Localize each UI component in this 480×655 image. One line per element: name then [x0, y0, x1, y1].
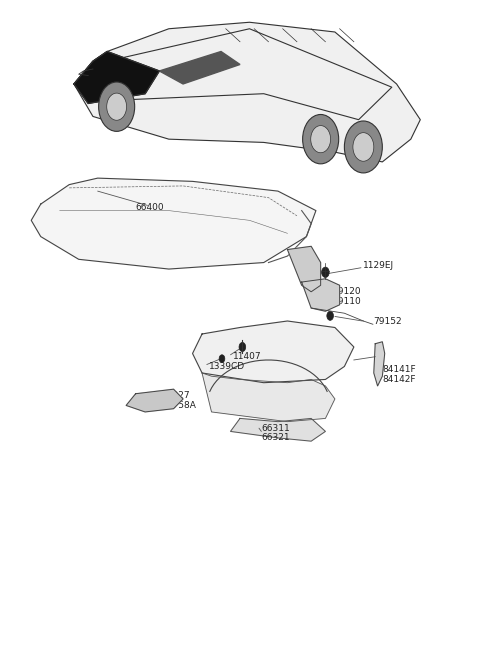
Polygon shape	[159, 52, 240, 84]
Text: 66400: 66400	[136, 203, 164, 212]
Text: 1339CD: 1339CD	[209, 362, 245, 371]
Polygon shape	[126, 389, 183, 412]
Text: 11407: 11407	[233, 352, 262, 361]
Polygon shape	[74, 52, 159, 103]
Circle shape	[107, 93, 127, 121]
Polygon shape	[230, 419, 325, 441]
Polygon shape	[192, 321, 354, 383]
Text: 66758A: 66758A	[162, 401, 197, 410]
Circle shape	[311, 126, 331, 153]
Circle shape	[327, 311, 334, 320]
Polygon shape	[288, 246, 321, 291]
Polygon shape	[301, 279, 340, 311]
Text: 1129EJ: 1129EJ	[363, 261, 395, 271]
Circle shape	[344, 121, 383, 173]
Circle shape	[239, 343, 246, 352]
Text: 84142F: 84142F	[383, 375, 416, 384]
Circle shape	[322, 267, 329, 278]
Text: 66321: 66321	[261, 434, 290, 442]
Text: 66327: 66327	[162, 391, 191, 400]
Polygon shape	[374, 342, 384, 386]
Circle shape	[219, 355, 225, 363]
Polygon shape	[74, 22, 420, 162]
Circle shape	[302, 115, 339, 164]
Circle shape	[98, 82, 135, 132]
Text: 66311: 66311	[261, 424, 290, 433]
Circle shape	[353, 133, 374, 161]
Polygon shape	[31, 178, 316, 269]
Polygon shape	[202, 373, 335, 422]
Text: 79110: 79110	[333, 297, 361, 306]
Text: 79152: 79152	[373, 316, 401, 326]
Text: 84141F: 84141F	[383, 365, 416, 374]
Text: 79120: 79120	[333, 288, 361, 296]
